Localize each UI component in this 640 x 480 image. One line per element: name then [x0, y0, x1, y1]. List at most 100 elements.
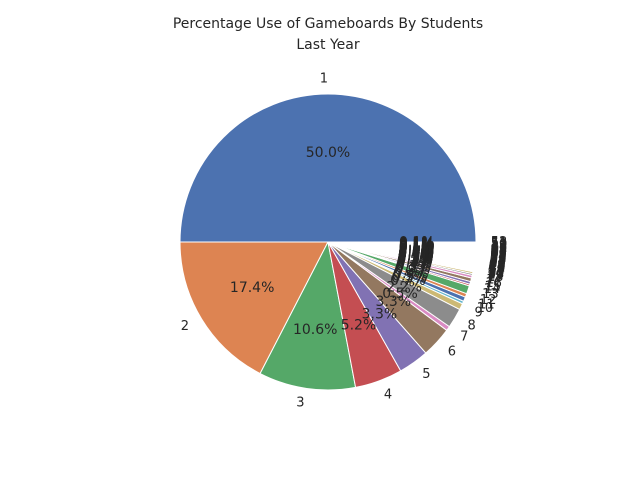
category-label-1: 1 [320, 72, 328, 87]
percent-label-22: 0.1% [397, 251, 433, 267]
pie-slice-2 [179, 241, 329, 375]
percent-label-36: 0.1% [399, 243, 435, 259]
category-label-2: 2 [181, 319, 189, 334]
category-label-38: 38 [490, 249, 507, 264]
category-label-27: 27 [489, 260, 506, 275]
category-label-17: 17 [486, 273, 503, 288]
percent-label-20: 0.1% [397, 252, 433, 268]
category-label-49: 49 [491, 238, 508, 253]
category-label-5: 5 [422, 367, 430, 382]
percent-label-41: 0.1% [399, 240, 435, 256]
pie-slice-1 [179, 93, 477, 243]
percent-labels: 50.0%17.4%10.6% 5.2%3.3%3.3%0.5%2.2%0.7%0… [230, 145, 435, 338]
percent-label-10: 0.3% [391, 270, 427, 286]
category-label-48: 48 [491, 239, 508, 254]
category-label-20: 20 [488, 267, 505, 282]
percent-label-33: 0.1% [398, 245, 434, 261]
percent-label-27: 0.1% [398, 248, 434, 264]
category-label-35: 35 [490, 252, 507, 267]
category-label-45: 45 [491, 242, 508, 257]
percent-label-43: 0.1% [399, 239, 435, 255]
category-label-30: 30 [489, 257, 506, 272]
percent-label-17: 0.3% [397, 255, 433, 271]
category-label-32: 32 [490, 255, 507, 270]
percent-label-39: 0.1% [399, 241, 435, 257]
percent-label-16: 0.4% [396, 257, 432, 273]
category-label-44: 44 [491, 243, 508, 258]
category-label-13: 13 [482, 287, 499, 302]
percent-label-24: 0.1% [398, 249, 434, 265]
category-label-23: 23 [488, 264, 505, 279]
category-labels: 1234567891011121314151617181920212223242… [181, 72, 508, 411]
category-label-25: 25 [488, 262, 505, 277]
percent-label-21: 0.1% [397, 251, 433, 267]
category-label-52: 52 [491, 235, 508, 250]
percent-label-37: 0.1% [399, 242, 435, 258]
chart-title-line-1: Percentage Use of Gameboards By Students [173, 16, 483, 32]
pie-slices [179, 93, 477, 391]
percent-label-8: 2.2% [386, 280, 422, 296]
percent-label-48: 0.1% [399, 236, 435, 252]
percent-label-42: 0.1% [399, 240, 435, 256]
percent-label-44: 0.1% [399, 239, 435, 255]
percent-label-51: 0.1% [399, 235, 435, 251]
category-label-11: 11 [478, 297, 495, 312]
percent-label-19: 0.2% [397, 252, 433, 268]
percent-label-40: 0.1% [399, 241, 435, 257]
category-label-22: 22 [488, 265, 505, 280]
percent-label-45: 0.1% [399, 238, 435, 254]
category-label-51: 51 [491, 236, 508, 251]
percent-label-5: 3.3% [362, 306, 398, 322]
percent-label-28: 0.1% [398, 247, 434, 263]
pie-slice-3 [259, 241, 357, 391]
percent-label-26: 0.1% [398, 248, 434, 264]
percent-label-38: 0.1% [399, 242, 435, 258]
category-label-4: 4 [384, 387, 392, 402]
percent-label-14: 0.2% [395, 260, 431, 276]
category-label-6: 6 [448, 345, 456, 360]
category-label-39: 39 [490, 248, 507, 263]
category-label-24: 24 [488, 263, 505, 278]
category-label-8: 8 [468, 318, 476, 333]
percent-label-13: 0.9% [394, 263, 430, 279]
category-label-46: 46 [491, 241, 508, 256]
category-label-47: 47 [491, 240, 508, 255]
category-label-43: 43 [491, 244, 508, 259]
category-label-19: 19 [487, 268, 504, 283]
category-label-26: 26 [489, 261, 506, 276]
category-label-3: 3 [296, 396, 304, 411]
percent-label-11: 0.5% [392, 268, 428, 284]
percent-label-30: 0.1% [398, 246, 434, 262]
percent-label-47: 0.1% [399, 237, 435, 253]
percent-label-7: 0.5% [382, 286, 418, 302]
percent-label-34: 0.1% [398, 244, 434, 260]
category-label-21: 21 [488, 266, 505, 281]
percent-label-52: 0.1% [399, 234, 435, 250]
percent-label-9: 0.7% [390, 273, 426, 289]
category-label-50: 50 [491, 237, 508, 252]
category-label-42: 42 [490, 245, 507, 260]
percent-label-4: 5.2% [341, 317, 377, 333]
category-label-9: 9 [474, 306, 482, 321]
category-label-12: 12 [480, 293, 497, 308]
percent-label-29: 0.1% [398, 247, 434, 263]
category-label-7: 7 [460, 330, 468, 345]
category-label-28: 28 [489, 259, 506, 274]
category-label-40: 40 [490, 247, 507, 262]
chart-title-line-2: Last Year [296, 37, 359, 53]
percent-label-31: 0.1% [398, 246, 434, 262]
category-label-41: 41 [490, 246, 507, 261]
percent-label-49: 0.1% [399, 236, 435, 252]
percent-label-50: 0.1% [399, 235, 435, 251]
category-label-29: 29 [489, 258, 506, 273]
percent-label-3: 10.6% [293, 322, 337, 338]
category-label-14: 14 [484, 282, 501, 297]
category-label-36: 36 [490, 251, 507, 266]
percent-label-2: 17.4% [230, 280, 274, 296]
percent-label-6: 3.3% [376, 294, 412, 310]
category-label-31: 31 [489, 256, 506, 271]
percent-label-25: 0.1% [398, 249, 434, 265]
percent-label-1: 50.0% [306, 145, 350, 161]
